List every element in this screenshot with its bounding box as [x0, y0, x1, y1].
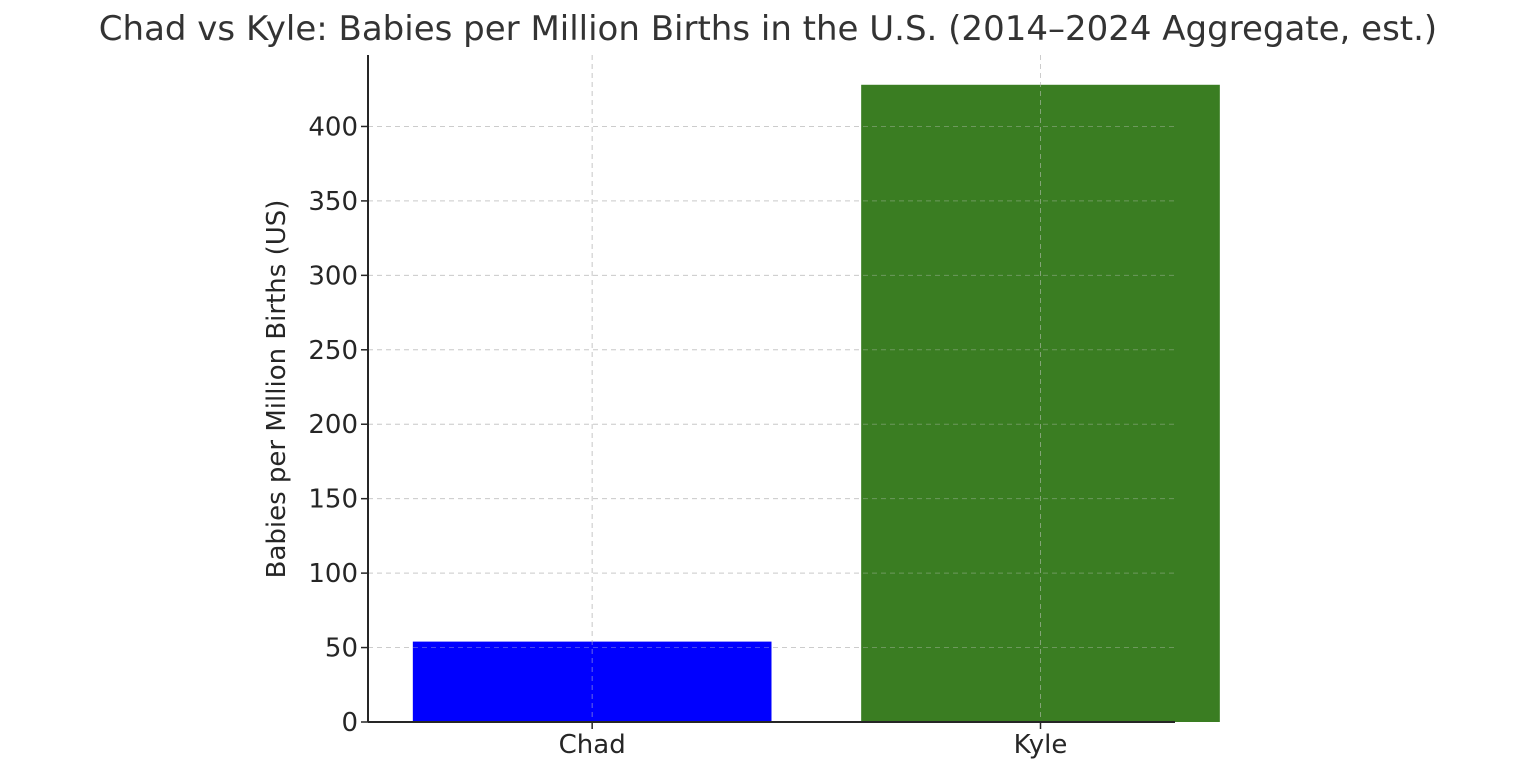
- y-tick-label: 250: [308, 336, 358, 366]
- bar-chad: [412, 641, 772, 722]
- bars: [368, 55, 1220, 722]
- y-tick-label: 300: [308, 261, 358, 291]
- y-tick-label: 150: [308, 485, 358, 515]
- y-axis-label: Babies per Million Births (US): [262, 200, 292, 579]
- x-tick-label: Kyle: [1014, 730, 1068, 760]
- chart-title: Chad vs Kyle: Babies per Million Births …: [99, 9, 1437, 49]
- y-axis-ticks: 0 50 100 150 200 250 300 350 400: [308, 112, 368, 738]
- y-tick-label: 0: [341, 708, 358, 738]
- y-tick-label: 50: [325, 634, 358, 664]
- x-tick-label: Chad: [559, 730, 626, 760]
- y-tick-label: 350: [308, 187, 358, 217]
- y-tick-label: 400: [308, 112, 358, 142]
- x-axis-ticks: Chad Kyle: [559, 722, 1068, 760]
- y-tick-label: 100: [308, 559, 358, 589]
- y-tick-label: 200: [308, 410, 358, 440]
